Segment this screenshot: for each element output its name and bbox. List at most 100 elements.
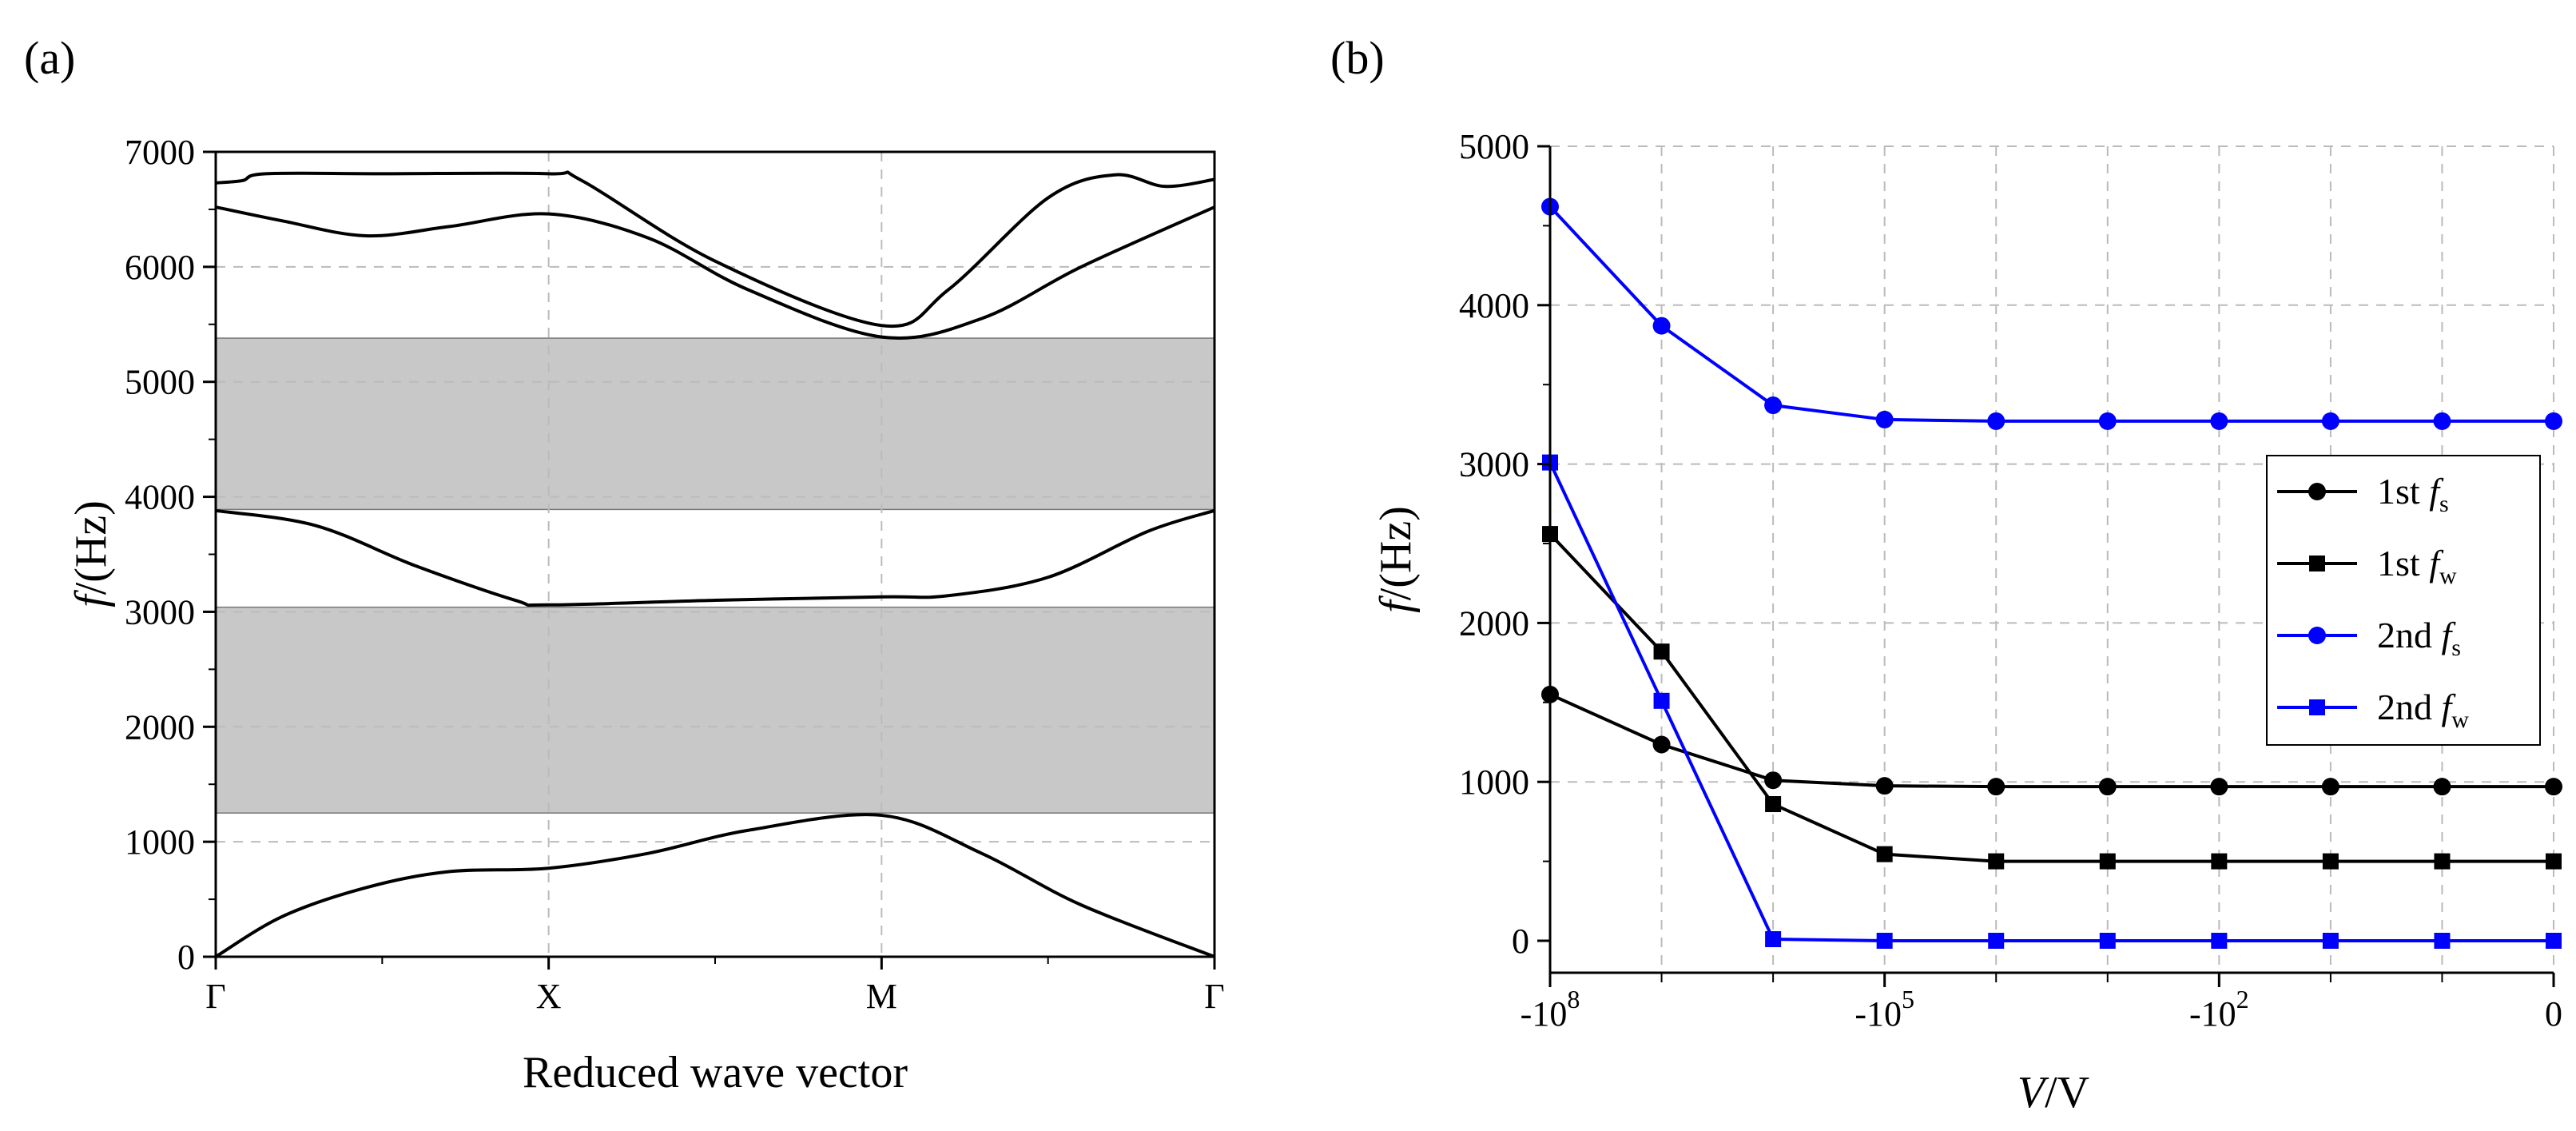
data-point — [1988, 853, 2005, 870]
data-point — [1764, 771, 1783, 790]
band-gap-1 — [215, 606, 1215, 814]
data-point — [1764, 396, 1783, 415]
data-point — [1653, 692, 1670, 709]
dispersion-band-3 — [215, 205, 1215, 340]
data-point — [2322, 853, 2339, 870]
x-tick-label: Γ — [1204, 977, 1224, 1016]
dispersion-band-1 — [214, 813, 1215, 958]
legend-marker — [2308, 627, 2326, 644]
panel-b-x-axis-label-symbol: V — [2017, 1068, 2049, 1117]
legend-label-name: 1st — [2377, 543, 2429, 583]
legend-label-name: 1st — [2377, 471, 2429, 512]
legend-label-name: 2nd — [2377, 615, 2442, 655]
panel-a-label: (a) — [24, 32, 75, 84]
y-tick-label: 2000 — [1459, 603, 1529, 643]
panel-a: (a) 0 1000 2000 3000 4000 5000 6000 7000 Γ X M Γ Re… — [24, 32, 1225, 1097]
x-tick-label-exponent: 8 — [1567, 985, 1580, 1014]
band-gap-2 — [215, 337, 1215, 511]
data-point — [1875, 410, 1894, 428]
data-point — [2210, 412, 2228, 430]
x-tick-label-base: -10 — [1521, 994, 1568, 1033]
data-point — [1765, 931, 1782, 948]
legend-label: 2nd fs — [2377, 615, 2461, 661]
data-point — [2545, 778, 2562, 796]
data-point — [1652, 735, 1671, 754]
panel-b-label: (b) — [1330, 32, 1385, 84]
series-2nd-fw — [1542, 454, 2562, 949]
x-tick-label: X — [536, 977, 562, 1016]
legend-label-subscript: s — [2439, 491, 2449, 517]
x-tick-label-exponent: 2 — [2236, 985, 2249, 1014]
series-line — [1548, 461, 2554, 942]
data-point — [2098, 778, 2117, 796]
x-tick-label: -102 — [2189, 985, 2249, 1033]
legend-label-subscript: s — [2451, 635, 2461, 661]
y-tick-label: 1000 — [125, 822, 195, 862]
data-point — [1653, 643, 1670, 660]
y-tick-label: 5000 — [1459, 127, 1529, 166]
data-point — [2434, 933, 2451, 949]
data-point — [1876, 933, 1893, 949]
panel-b-x-axis-label-unit: /V — [2045, 1068, 2089, 1117]
data-point — [2434, 853, 2451, 870]
data-point — [2321, 778, 2339, 796]
legend-label-name: 2nd — [2377, 687, 2442, 727]
y-tick-label: 5000 — [125, 363, 195, 402]
y-tick-label: 3000 — [1459, 445, 1529, 484]
series-2nd-fs — [1541, 197, 2562, 430]
y-tick-label: 7000 — [125, 133, 195, 172]
y-tick-label: 6000 — [125, 248, 195, 287]
y-tick-label: 4000 — [1459, 286, 1529, 325]
y-tick-label: 0 — [1512, 922, 1529, 961]
data-point — [1876, 846, 1893, 862]
series-1st-fw — [1542, 526, 2562, 870]
data-point — [2433, 412, 2451, 430]
series-line — [1548, 532, 2554, 863]
data-point — [2433, 778, 2451, 796]
panel-a-y-axis-label-unit: /(Hz) — [66, 500, 116, 595]
y-tick-label: 4000 — [125, 478, 195, 517]
data-point — [2099, 853, 2116, 870]
data-point — [2321, 412, 2339, 430]
x-tick-label-exponent: 5 — [1902, 985, 1914, 1014]
y-tick-label: 0 — [177, 938, 195, 977]
legend-box — [2266, 455, 2541, 746]
panel-b-y-axis-label: f/(Hz) — [1371, 506, 1421, 613]
y-tick-label: 3000 — [125, 592, 195, 631]
series-line — [1548, 205, 2554, 423]
x-tick-label: M — [866, 977, 897, 1016]
legend-label-subscript: w — [2439, 563, 2457, 589]
data-point — [2322, 933, 2339, 949]
x-tick-label: 0 — [2545, 994, 2562, 1033]
x-tick-label: -108 — [1521, 985, 1580, 1033]
dispersion-band-4 — [215, 170, 1215, 329]
legend-label: 2nd fw — [2377, 687, 2469, 733]
data-point — [2545, 412, 2562, 430]
legend-marker — [2309, 699, 2325, 715]
x-tick-label-base: -10 — [2189, 994, 2236, 1033]
dispersion-band-2 — [215, 508, 1215, 607]
data-point — [1987, 412, 2006, 430]
y-tick-label: 2000 — [125, 707, 195, 747]
x-tick-label-base: -10 — [1854, 994, 1902, 1033]
data-point — [1987, 778, 2006, 796]
legend-label: 1st fs — [2377, 471, 2449, 517]
panel-b-x-axis-label: V/V — [2017, 1068, 2089, 1117]
x-tick-label-base: 0 — [2545, 994, 2562, 1033]
panel-b-y-axis-label-unit: /(Hz) — [1371, 506, 1421, 600]
data-point — [2098, 412, 2117, 430]
series-1st-fs — [1541, 685, 2562, 796]
data-point — [2210, 778, 2228, 796]
data-point — [2099, 933, 2116, 949]
data-point — [2546, 933, 2562, 949]
series-line — [1549, 693, 2554, 789]
legend-marker — [2308, 483, 2326, 500]
panel-a-y-axis-label: f/(Hz) — [66, 500, 116, 607]
data-point — [2211, 933, 2228, 949]
x-tick-label: -105 — [1854, 985, 1914, 1033]
x-tick-label: Γ — [205, 977, 225, 1016]
data-point — [1765, 796, 1782, 813]
